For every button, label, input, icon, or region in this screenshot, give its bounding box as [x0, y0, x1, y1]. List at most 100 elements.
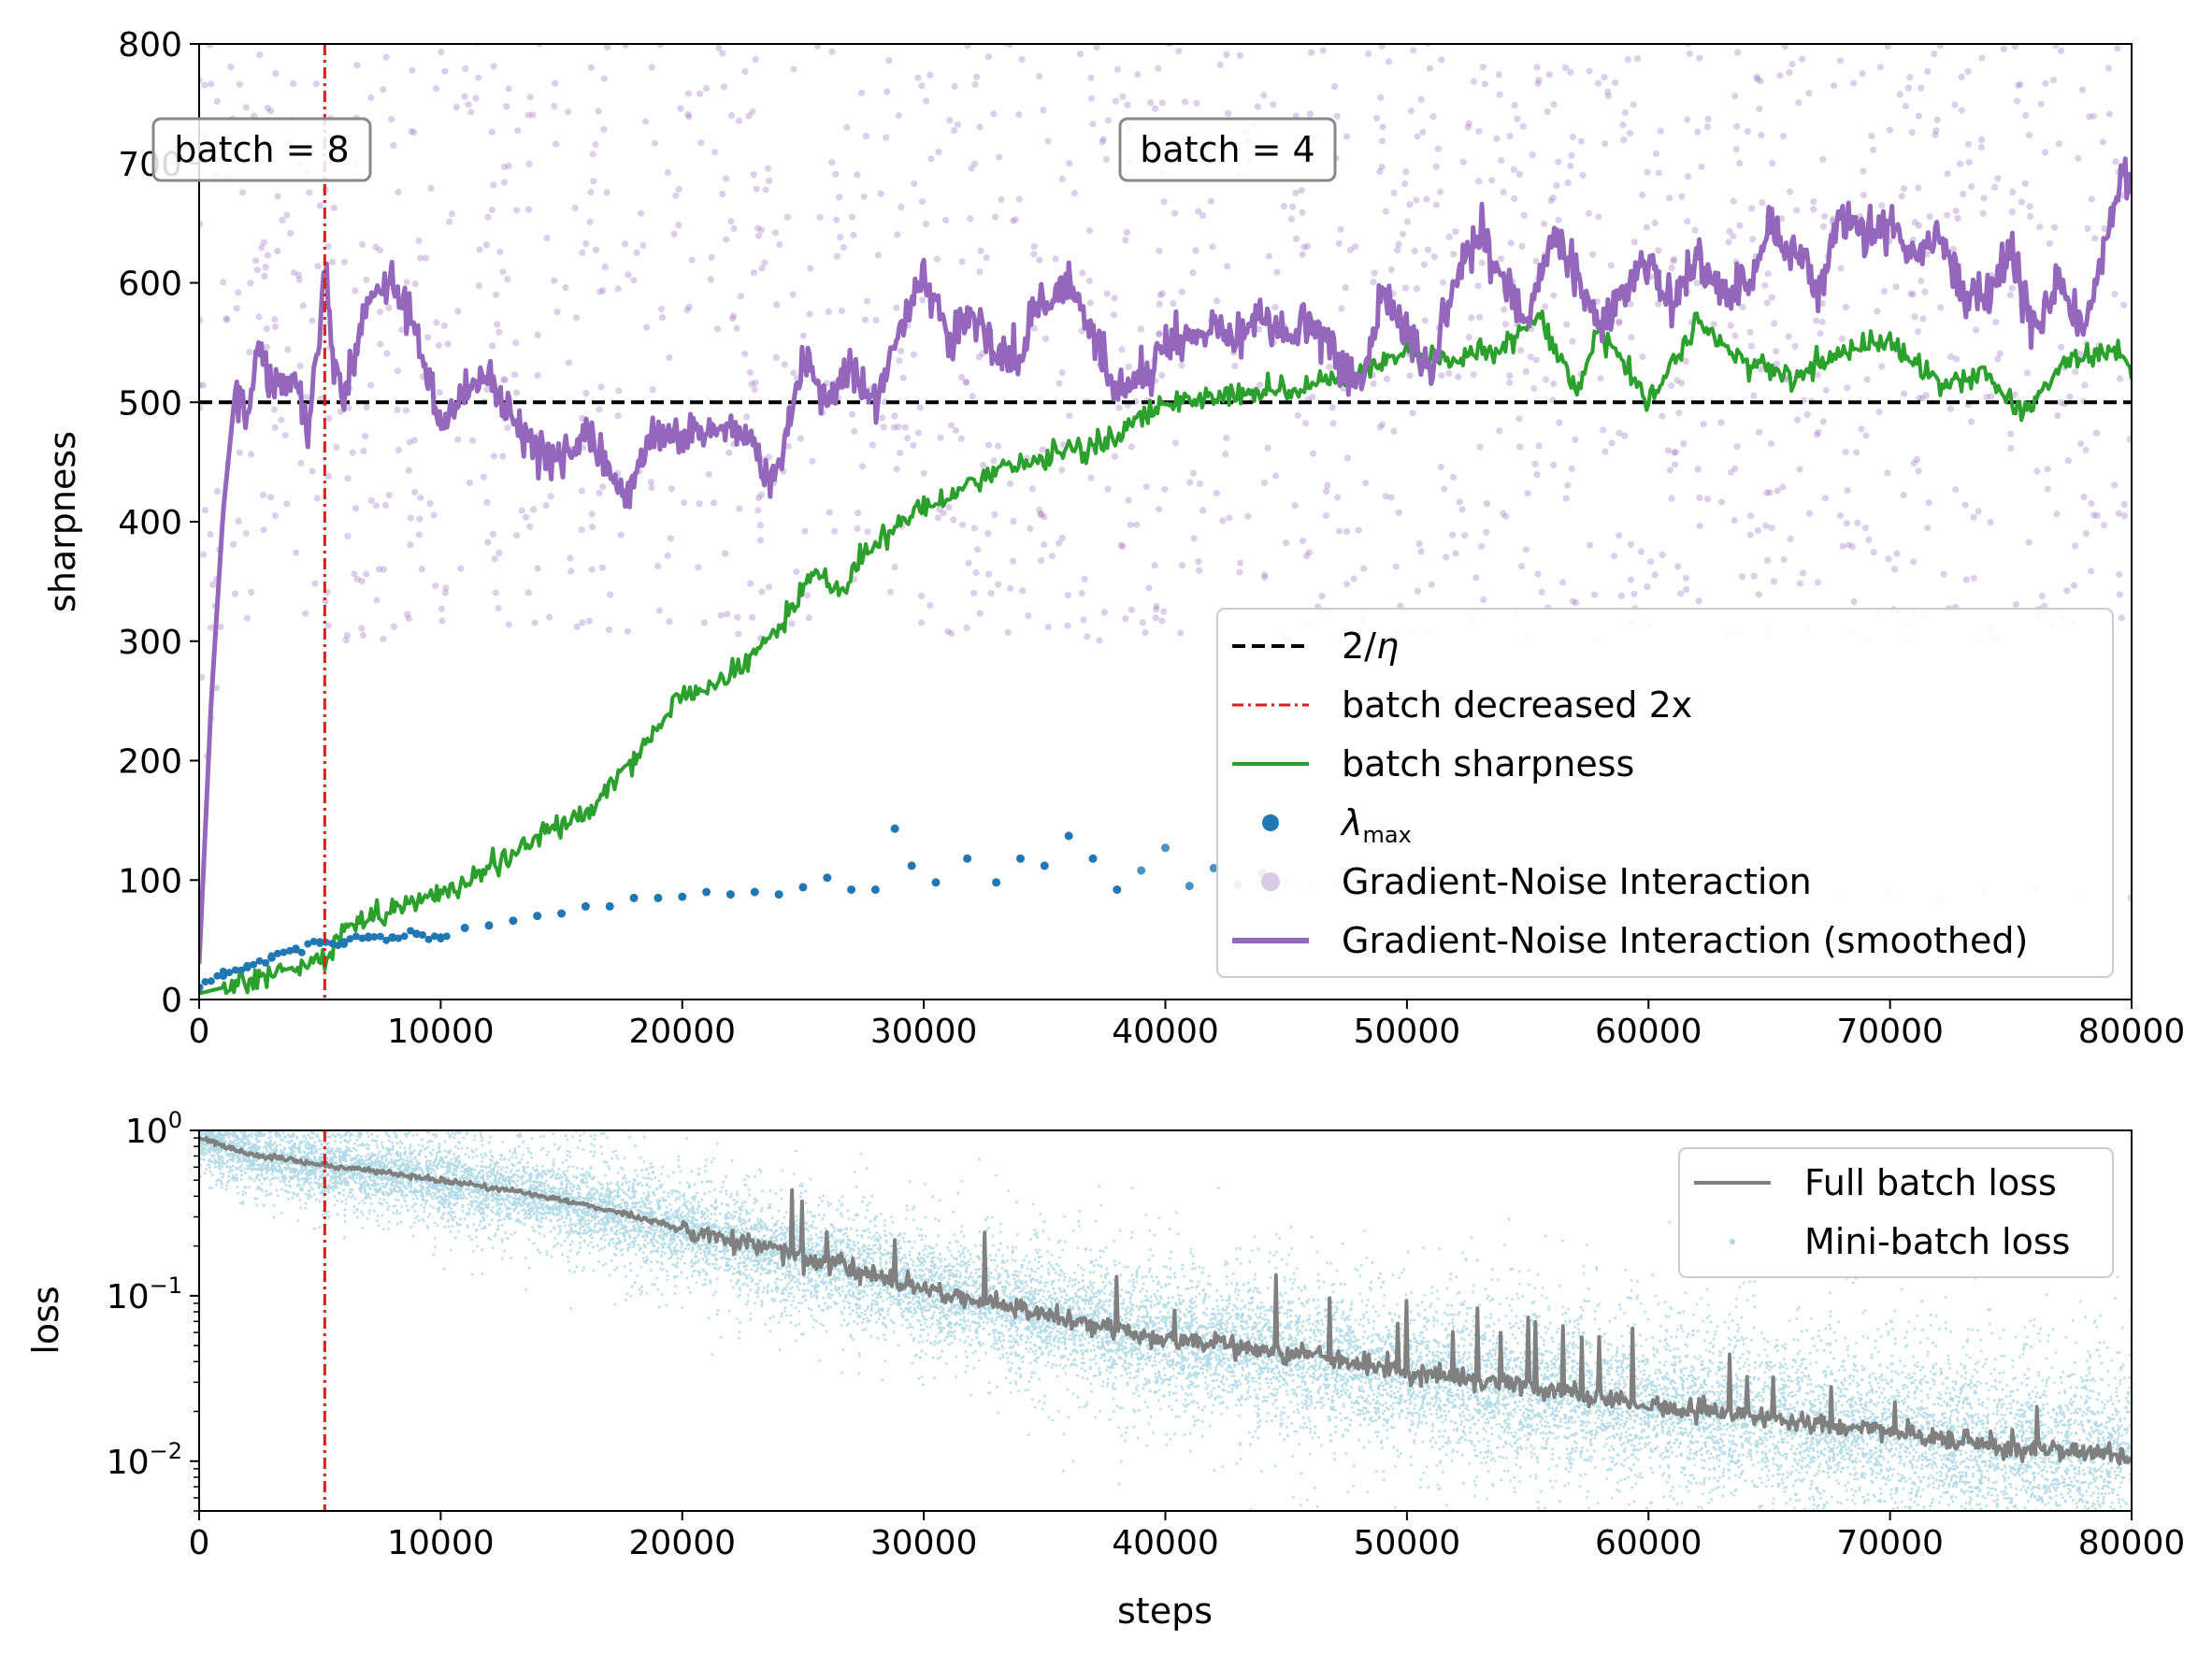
gni-point	[2050, 77, 2058, 84]
gni-point	[1726, 227, 1733, 236]
gni-point	[1417, 95, 1425, 103]
gni-point	[1112, 97, 1119, 105]
gni-point	[723, 236, 730, 243]
gni-point	[1084, 633, 1091, 640]
gni-point	[951, 126, 958, 135]
gni-point	[1195, 558, 1202, 566]
sharpness-y-tick-label: 400	[118, 504, 182, 542]
gni-point	[1710, 321, 1717, 328]
gni-point	[1113, 65, 1121, 73]
gni-point	[1424, 246, 1432, 253]
lambda-max-point	[255, 956, 264, 965]
gni-point	[1611, 553, 1618, 560]
gni-point	[201, 507, 208, 514]
lambda-max-point	[1137, 866, 1146, 875]
gni-point	[236, 449, 243, 456]
gni-point	[639, 241, 647, 250]
loss-series	[199, 1130, 2132, 1511]
lambda-max-point	[267, 952, 276, 960]
gni-point	[380, 635, 387, 643]
gni-point	[1137, 325, 1144, 333]
gni-point	[1292, 189, 1300, 196]
gni-point	[482, 241, 491, 249]
annotation-batch-4: batch = 4	[1118, 117, 1337, 182]
gni-point	[715, 44, 723, 52]
gni-point	[1119, 93, 1127, 100]
gni-point	[1545, 71, 1553, 79]
gni-point	[600, 75, 609, 82]
gni-point	[1452, 228, 1459, 236]
gni-point	[916, 404, 924, 411]
gni-point	[1064, 23, 1070, 30]
gni-point	[1309, 450, 1317, 457]
gni-point	[1595, 213, 1602, 221]
gni-point	[1153, 602, 1160, 611]
gni-point	[904, 435, 912, 442]
lambda-max-point	[890, 824, 899, 833]
gni-point	[1370, 279, 1377, 286]
gni-point	[1387, 494, 1395, 501]
lambda-max-point	[207, 977, 215, 985]
gni-point	[1821, 495, 1829, 502]
gni-point	[1555, 216, 1562, 223]
legend-lambda-max-swatch	[1262, 814, 1279, 831]
gni-point	[728, 315, 737, 323]
gni-point	[488, 128, 496, 136]
gni-point	[1531, 460, 1539, 467]
gni-point	[1156, 247, 1163, 254]
gni-point	[1156, 506, 1163, 513]
gni-point	[452, 104, 460, 111]
gni-point	[2088, 568, 2095, 575]
gni-point	[918, 619, 926, 626]
gni-point	[923, 97, 930, 105]
gni-point	[1018, 55, 1026, 64]
gni-point	[1781, 44, 1788, 50]
gni-point	[1156, 291, 1164, 299]
gni-point	[1532, 257, 1540, 265]
sharpness-x-tick-label: 30000	[870, 1013, 978, 1051]
gni-point	[788, 620, 796, 627]
gni-point	[967, 215, 974, 223]
gni-point	[1818, 318, 1826, 325]
gni-point	[432, 85, 440, 93]
gni-point	[1746, 328, 1754, 336]
gni-point	[705, 470, 712, 478]
gni-point	[1010, 217, 1017, 224]
loss-y-tick-label: 100	[125, 1107, 182, 1151]
gni-point	[407, 541, 414, 549]
gni-point	[2042, 79, 2049, 87]
gni-point	[973, 73, 981, 80]
gni-point	[1923, 251, 1932, 258]
gni-point	[1178, 562, 1186, 569]
gni-point	[390, 141, 397, 150]
gni-point	[831, 527, 839, 535]
gni-point	[1170, 300, 1177, 308]
gni-point	[1733, 443, 1741, 451]
gni-point	[1299, 209, 1306, 216]
gni-point	[1445, 369, 1453, 377]
gni-point	[1695, 597, 1702, 605]
gni-point	[1483, 528, 1490, 536]
gni-point	[526, 523, 534, 530]
gni-point	[411, 280, 419, 288]
gni-point	[958, 373, 966, 381]
gni-point	[1978, 54, 1986, 62]
legend-gni-smoothed-label: Gradient-Noise Interaction (smoothed)	[1342, 920, 2028, 961]
gni-point	[529, 111, 537, 119]
gni-point	[586, 218, 594, 225]
gni-point	[802, 23, 809, 30]
batch-sharpness-line	[199, 309, 2132, 996]
gni-point	[213, 684, 221, 692]
gni-point	[1736, 222, 1744, 229]
gni-point	[1318, 593, 1326, 600]
gni-point	[1360, 565, 1368, 572]
gni-point	[1036, 256, 1043, 264]
gni-point	[1604, 93, 1612, 100]
gni-point	[442, 37, 449, 44]
gni-point	[1443, 554, 1450, 561]
gni-point	[926, 71, 934, 79]
gni-point	[1616, 429, 1623, 437]
gni-point	[1543, 376, 1550, 383]
gni-point	[1413, 285, 1420, 293]
lambda-max-point	[292, 944, 300, 953]
